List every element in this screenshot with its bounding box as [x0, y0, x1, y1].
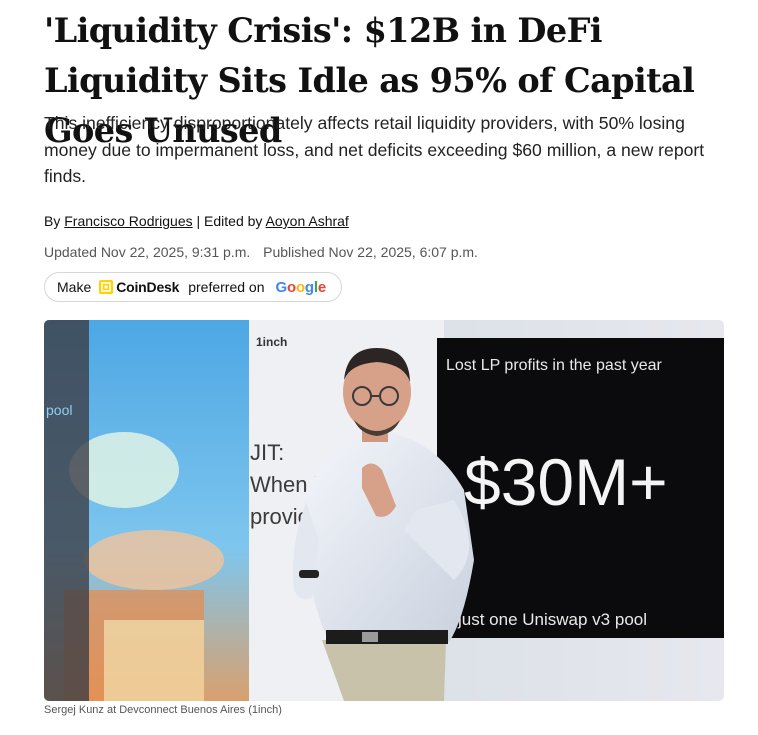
article-dates: Updated Nov 22, 2025, 9:31 p.m. Publishe…	[44, 244, 478, 260]
headline: 'Liquidity Crisis': $12B in DeFi Liquidi…	[44, 11, 695, 150]
svg-text:provic: provic	[250, 504, 309, 529]
svg-text:1inch: 1inch	[256, 335, 287, 349]
updated-date: Updated Nov 22, 2025, 9:31 p.m.	[44, 244, 251, 260]
right-slide: Lost LP profits in the past year $30M+ j…	[437, 338, 724, 638]
svg-text:JIT:: JIT:	[250, 440, 284, 465]
coindesk-logo-icon	[99, 280, 114, 294]
svg-text:just one Uniswap v3 pool: just one Uniswap v3 pool	[457, 610, 647, 629]
preferred-source-button[interactable]: Make CoinDesk preferred on Google	[44, 272, 342, 302]
preferred-on-label: preferred on	[188, 279, 265, 295]
left-screen: pool	[44, 320, 249, 701]
coindesk-logo: CoinDesk	[99, 279, 179, 295]
svg-text:pool: pool	[46, 402, 72, 418]
svg-text:$30M+: $30M+	[464, 445, 668, 519]
svg-text:Lost LP profits in the past ye: Lost LP profits in the past year	[446, 357, 663, 374]
byline-prefix: By	[44, 213, 61, 229]
image-caption: Sergej Kunz at Devconnect Buenos Aires (…	[44, 704, 282, 716]
author-link[interactable]: Francisco Rodrigues	[64, 213, 193, 229]
byline: By Francisco Rodrigues | Edited by Aoyon…	[44, 213, 349, 229]
editor-prefix: Edited by	[204, 213, 263, 229]
editor-link[interactable]: Aoyon Ashraf	[265, 213, 349, 229]
article-dek: This inefficiency disproportionately aff…	[44, 113, 705, 186]
google-logo: Google	[275, 278, 327, 296]
byline-separator: |	[196, 213, 201, 229]
coindesk-brand: CoinDesk	[116, 279, 180, 295]
speaker	[292, 348, 474, 701]
preferred-make-label: Make	[57, 279, 92, 295]
hero-image: pool 1inch JIT: When l provic Lost LP pr…	[44, 320, 724, 701]
published-date: Published Nov 22, 2025, 6:07 p.m.	[263, 244, 478, 260]
